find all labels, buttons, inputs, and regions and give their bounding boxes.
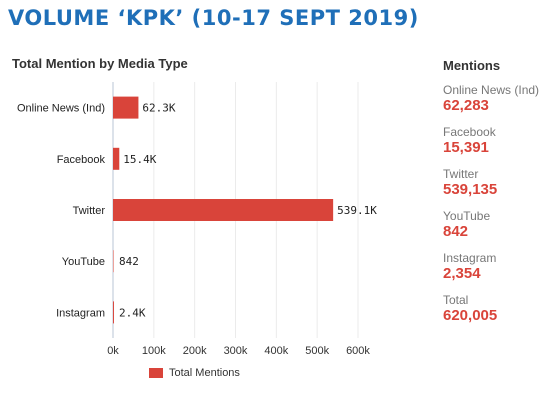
bar bbox=[113, 250, 114, 273]
mentions-summary: Mentions Online News (Ind) 62,283 Facebo… bbox=[443, 58, 547, 335]
category-label: YouTube bbox=[62, 256, 105, 268]
chart-title: Total Mention by Media Type bbox=[12, 56, 188, 71]
data-label: 539.1K bbox=[337, 204, 377, 217]
stat-value: 539,135 bbox=[443, 181, 498, 198]
x-tick-label: 400k bbox=[264, 345, 288, 357]
stat-label: Online News (Ind) bbox=[443, 83, 540, 97]
legend-swatch bbox=[149, 368, 163, 378]
stat-label: Facebook bbox=[443, 125, 496, 139]
mentions-header: Mentions bbox=[443, 58, 501, 73]
stat-label: Total bbox=[443, 293, 469, 307]
x-tick-label: 600k bbox=[346, 345, 370, 357]
bar bbox=[113, 147, 120, 170]
stat-value: 15,391 bbox=[443, 139, 489, 156]
stat-value: 62,283 bbox=[443, 97, 489, 114]
data-label: 842 bbox=[119, 255, 139, 268]
stat-online-news: Online News (Ind) 62,283 bbox=[443, 83, 547, 115]
page-title: VOLUME ‘KPK’ (10-17 SEPT 2019) bbox=[8, 6, 419, 30]
stat-label: Twitter bbox=[443, 167, 479, 181]
x-tick-label: 100k bbox=[142, 345, 166, 357]
stat-label: Instagram bbox=[443, 251, 497, 265]
x-tick-label: 0k bbox=[107, 345, 119, 357]
stat-instagram: Instagram 2,354 bbox=[443, 251, 547, 283]
stat-value: 2,354 bbox=[443, 265, 481, 282]
x-tick-label: 500k bbox=[305, 345, 329, 357]
data-label: 62.3K bbox=[142, 102, 175, 115]
stat-youtube: YouTube 842 bbox=[443, 209, 547, 241]
stat-facebook: Facebook 15,391 bbox=[443, 125, 547, 157]
stat-total: Total 620,005 bbox=[443, 293, 547, 325]
category-label: Facebook bbox=[57, 154, 106, 166]
category-label: Online News (Ind) bbox=[17, 103, 105, 115]
stat-value: 620,005 bbox=[443, 307, 498, 324]
category-label: Instagram bbox=[56, 307, 105, 319]
category-label: Twitter bbox=[73, 205, 106, 217]
x-tick-label: 200k bbox=[183, 345, 207, 357]
stat-value: 842 bbox=[443, 223, 469, 240]
stat-twitter: Twitter 539,135 bbox=[443, 167, 547, 199]
chart-legend[interactable]: Total Mentions bbox=[149, 367, 240, 379]
bar bbox=[113, 301, 114, 324]
legend-label: Total Mentions bbox=[169, 367, 240, 379]
stat-label: YouTube bbox=[443, 209, 491, 223]
bar bbox=[113, 199, 334, 221]
data-label: 2.4K bbox=[119, 306, 146, 319]
data-label: 15.4K bbox=[123, 153, 156, 166]
bar bbox=[113, 96, 139, 119]
x-tick-label: 300k bbox=[224, 345, 248, 357]
